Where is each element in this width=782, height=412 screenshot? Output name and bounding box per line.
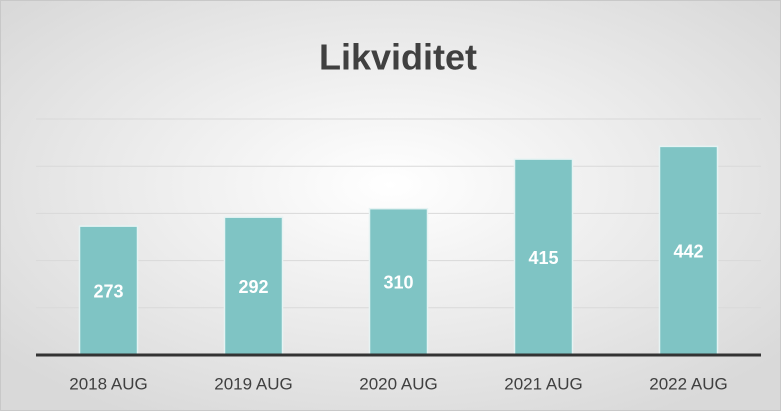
x-tick-label: 2019 AUG xyxy=(214,374,292,393)
data-label: 415 xyxy=(528,248,558,268)
data-label: 442 xyxy=(673,241,703,261)
bar xyxy=(658,145,719,356)
bar xyxy=(223,216,284,356)
data-label: 310 xyxy=(383,273,413,293)
x-tick-label: 2020 AUG xyxy=(359,374,437,393)
x-tick-label: 2022 AUG xyxy=(649,374,727,393)
x-tick-label: 2018 AUG xyxy=(69,374,147,393)
bar xyxy=(513,158,574,356)
x-tick-label: 2021 AUG xyxy=(504,374,582,393)
data-label: 273 xyxy=(93,281,123,301)
chart-title: Likviditet xyxy=(319,37,477,78)
data-label: 292 xyxy=(238,277,268,297)
bar xyxy=(368,207,429,356)
